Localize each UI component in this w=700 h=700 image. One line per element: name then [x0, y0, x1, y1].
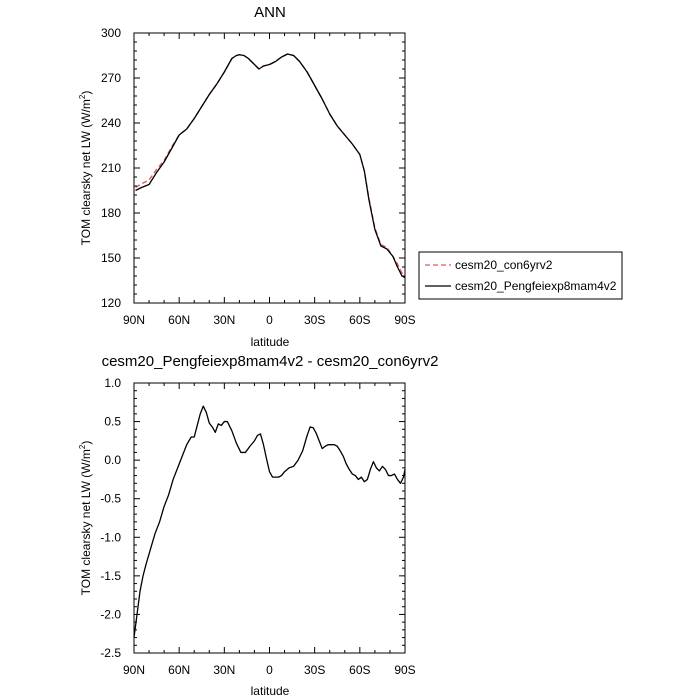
x-tick-label: 30N — [213, 663, 235, 677]
x-tick-label: 60N — [168, 663, 190, 677]
x-tick-label: 90N — [123, 313, 145, 327]
y-tick-label: -0.5 — [100, 492, 121, 506]
legend-box — [418, 251, 623, 300]
series-line-0 — [133, 405, 406, 638]
y-axis-label-end: ) — [79, 441, 93, 445]
y-axis-label-end: ) — [79, 91, 93, 95]
y-tick-label: 210 — [101, 161, 121, 175]
panel-top: ANN 90N 60N 30N 0 30S 60S 90S 120 150 180 210 240 27… — [78, 4, 623, 349]
y-tick-label: -1.5 — [100, 569, 121, 583]
x-tick-label: 30N — [213, 313, 235, 327]
plot-area — [133, 32, 406, 304]
y-tick-label: 1.0 — [104, 376, 121, 390]
tick-layer: 90N 60N 30N 0 30S 60S 90S 120 150 180 210 240 270 300 — [101, 26, 416, 327]
x-tick-label: 90S — [394, 663, 415, 677]
y-tick-label: 150 — [101, 251, 121, 265]
plot-frame — [133, 382, 406, 654]
x-tick-label: 0 — [266, 663, 273, 677]
x-tick-label: 30S — [304, 663, 325, 677]
tick-layer: 90N 60N 30N 0 30S 60S 90S -2.5 -2.0 -1.5 -1.0 -0.5 0… — [100, 376, 415, 677]
legend: cesm20_con6yrv2 cesm20_Pengfeiexp8mam4v2 — [418, 251, 623, 300]
y-axis-label-sup: 2 — [78, 94, 87, 99]
legend-label-con6yrv2: cesm20_con6yrv2 — [455, 258, 553, 272]
x-axis-label: latitude — [251, 335, 290, 349]
x-tick-label: 60N — [168, 313, 190, 327]
x-tick-label: 30S — [304, 313, 325, 327]
series-line-0 — [135, 53, 406, 277]
y-tick-label: 120 — [101, 296, 121, 310]
chart-title: ANN — [254, 4, 286, 21]
y-tick-label: 180 — [101, 206, 121, 220]
x-axis-label: latitude — [251, 684, 290, 698]
y-axis-label-main: TOM clearsky net LW (W/m — [79, 99, 93, 245]
series-layer — [133, 405, 406, 638]
y-axis-label: TOM clearsky net LW (W/m2) — [78, 91, 93, 246]
y-tick-label: 300 — [101, 26, 121, 40]
y-axis-label: TOM clearsky net LW (W/m2) — [78, 441, 93, 596]
x-tick-label: 60S — [349, 313, 370, 327]
y-axis-label-sup: 2 — [78, 444, 87, 449]
plot-frame — [133, 32, 406, 304]
y-axis-label-main: TOM clearsky net LW (W/m — [79, 449, 93, 595]
y-tick-label: 0.0 — [104, 453, 121, 467]
x-tick-label: 0 — [266, 313, 273, 327]
x-tick-label: 60S — [349, 663, 370, 677]
y-tick-label: 240 — [101, 116, 121, 130]
chart-title: cesm20_Pengfeiexp8mam4v2 - cesm20_con6yr… — [102, 353, 439, 370]
x-tick-label: 90S — [394, 313, 415, 327]
plot-area — [133, 382, 406, 654]
panel-bottom: cesm20_Pengfeiexp8mam4v2 - cesm20_con6yr… — [78, 353, 438, 698]
y-tick-label: -1.0 — [100, 530, 121, 544]
y-tick-label: -2.0 — [100, 607, 121, 621]
y-tick-label: -2.5 — [100, 646, 121, 660]
y-tick-label: 270 — [101, 71, 121, 85]
y-tick-label: 0.5 — [104, 415, 121, 429]
series-line-1 — [135, 53, 406, 279]
series-layer — [135, 53, 406, 279]
legend-label-pengfei: cesm20_Pengfeiexp8mam4v2 — [455, 279, 617, 293]
x-tick-label: 90N — [123, 663, 145, 677]
